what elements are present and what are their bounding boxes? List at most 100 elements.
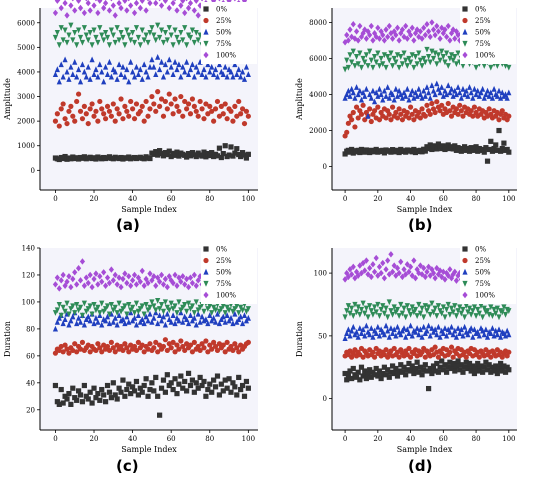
y-tick-label: 6000 <box>17 19 35 27</box>
data-point <box>385 257 391 264</box>
data-point <box>385 84 391 90</box>
data-point <box>367 106 373 112</box>
data-point <box>155 320 161 327</box>
data-point <box>445 142 451 148</box>
data-point <box>151 273 157 280</box>
data-point <box>444 306 450 313</box>
data-point <box>60 349 66 355</box>
data-point <box>68 283 74 291</box>
data-point <box>116 61 122 68</box>
data-point <box>176 317 182 324</box>
data-point <box>224 312 230 319</box>
data-point <box>371 98 378 105</box>
data-point <box>370 311 376 318</box>
data-point <box>391 304 397 311</box>
data-point <box>58 4 64 12</box>
data-point <box>116 312 122 319</box>
data-point <box>458 362 464 368</box>
data-point <box>367 91 373 98</box>
data-point <box>158 0 161 2</box>
data-point <box>151 32 157 39</box>
data-point <box>189 96 196 102</box>
data-point <box>241 76 248 82</box>
data-point <box>388 117 394 123</box>
data-point <box>56 401 62 407</box>
data-point <box>101 111 107 117</box>
data-point <box>362 310 368 317</box>
data-point <box>158 2 165 9</box>
data-point <box>398 362 404 368</box>
x-tick-label: 100 <box>502 195 515 203</box>
data-point <box>162 389 168 395</box>
data-point <box>193 153 199 160</box>
data-point <box>453 333 460 340</box>
data-point <box>180 385 186 391</box>
data-point <box>124 27 130 34</box>
data-point <box>174 66 180 73</box>
data-point <box>195 113 201 119</box>
data-point <box>427 111 433 117</box>
data-point <box>362 59 368 66</box>
data-point <box>184 58 190 65</box>
data-point <box>112 68 118 75</box>
data-point <box>74 42 80 49</box>
data-point <box>342 151 348 157</box>
data-point <box>427 94 433 101</box>
data-point <box>409 87 415 94</box>
data-point <box>224 73 230 80</box>
data-point <box>143 376 149 382</box>
data-point <box>488 330 494 336</box>
data-point <box>385 327 391 334</box>
data-point <box>135 312 141 319</box>
data-point <box>166 148 172 154</box>
data-point <box>172 349 178 355</box>
data-point <box>483 359 489 365</box>
series-50% <box>52 309 251 332</box>
data-point <box>239 307 246 314</box>
data-point <box>97 0 103 4</box>
data-point <box>75 66 82 73</box>
data-point <box>187 111 194 117</box>
data-point <box>162 0 168 4</box>
data-point <box>506 349 512 355</box>
data-point <box>468 89 474 96</box>
data-point <box>453 91 460 98</box>
data-point <box>422 93 428 99</box>
data-point <box>222 349 228 355</box>
data-point <box>155 22 161 29</box>
data-point <box>187 312 194 319</box>
data-point <box>187 0 194 7</box>
data-point <box>460 306 466 313</box>
data-point <box>128 37 134 44</box>
data-point <box>97 273 103 280</box>
data-point <box>350 365 356 372</box>
data-point <box>176 346 182 352</box>
data-point <box>191 314 197 321</box>
data-point <box>120 63 126 70</box>
data-point <box>389 104 396 110</box>
data-point <box>473 64 479 71</box>
data-point <box>158 271 165 279</box>
data-point <box>89 311 95 318</box>
data-point <box>435 354 442 360</box>
data-point <box>153 71 159 78</box>
data-point <box>442 59 448 66</box>
legend-label: 0% <box>475 246 486 254</box>
data-point <box>110 277 116 284</box>
data-point <box>91 275 97 283</box>
y-axis-title: Amplitude <box>3 78 12 121</box>
data-point <box>383 305 389 312</box>
x-tick-label: 100 <box>242 435 255 443</box>
data-point <box>386 374 392 380</box>
data-point <box>239 68 246 75</box>
data-point <box>170 111 176 117</box>
data-point <box>445 100 451 107</box>
data-point <box>463 354 469 360</box>
data-point <box>353 328 360 335</box>
data-point <box>157 312 163 319</box>
data-point <box>77 318 84 325</box>
data-point <box>91 27 97 34</box>
data-point <box>108 27 114 34</box>
data-point <box>344 57 350 64</box>
legend-marker <box>462 246 468 252</box>
